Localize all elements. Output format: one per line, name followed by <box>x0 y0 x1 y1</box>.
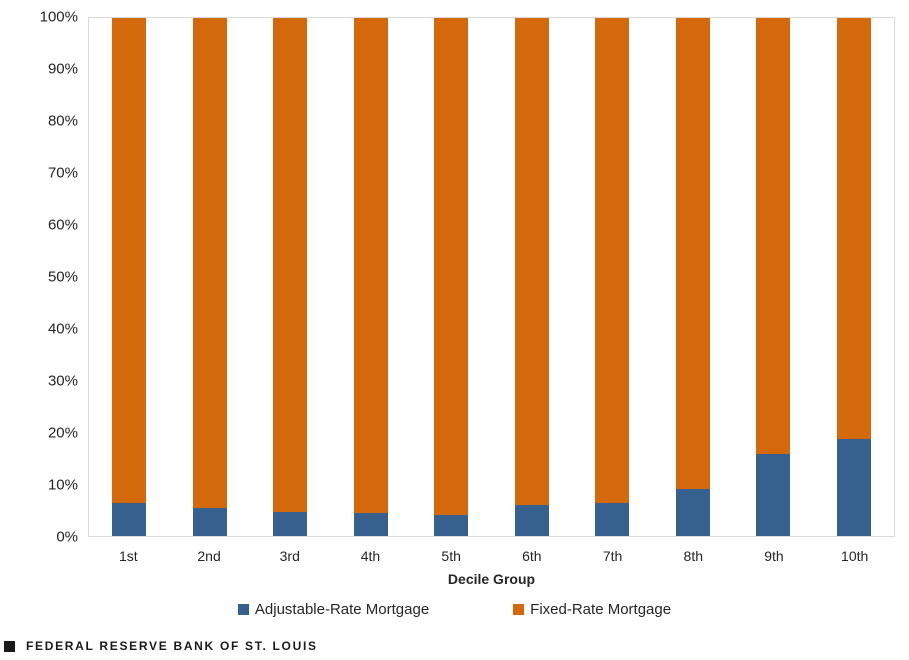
bar-slot-10th <box>814 18 895 536</box>
x-axis-title: Decile Group <box>447 571 536 587</box>
bar-slot-8th <box>653 18 734 536</box>
bar-slot-7th <box>572 18 653 536</box>
x-tick-label-3rd: 3rd <box>279 548 300 564</box>
legend-swatch-icon <box>237 604 249 615</box>
bar-slot-2nd <box>170 18 251 536</box>
y-tick-label: 10% <box>47 476 78 494</box>
bar-segment-fixed-7th <box>595 18 630 504</box>
x-tick-label-10th: 10th <box>841 548 869 564</box>
bar-segment-fixed-8th <box>675 18 710 490</box>
x-tick-label-7th: 7th <box>602 548 623 564</box>
bar-segment-fixed-6th <box>514 18 549 505</box>
bar-segment-adjustable-3rd <box>273 512 308 536</box>
bar-segment-fixed-9th <box>756 18 791 455</box>
bar-segment-fixed-10th <box>836 18 871 439</box>
x-tick-label-2nd: 2nd <box>197 548 221 564</box>
x-tick-label-1st: 1st <box>119 548 138 564</box>
y-tick-label: 70% <box>47 164 78 182</box>
bar-segment-adjustable-4th <box>353 513 388 536</box>
x-tick-label-4th: 4th <box>360 548 381 564</box>
x-tick-label-9th: 9th <box>764 548 784 564</box>
bar-segment-fixed-1st <box>112 18 147 503</box>
x-tick-label-8th: 8th <box>683 548 703 564</box>
bar-segment-adjustable-6th <box>514 504 549 536</box>
bar-segment-adjustable-1st <box>112 502 147 536</box>
legend: Adjustable-Rate Mortgage Fixed-Rate Mortg… <box>0 602 909 617</box>
bar-segment-adjustable-5th <box>434 515 469 536</box>
x-tick-label-5th: 5th <box>441 548 461 564</box>
y-tick-label: 0% <box>56 528 78 546</box>
legend-label: Adjustable-Rate Mortgage <box>254 601 430 618</box>
bar-segment-fixed-3rd <box>273 18 308 513</box>
stlouisfed-logo-icon <box>4 640 15 652</box>
legend-label: Fixed-Rate Mortgage <box>530 601 672 618</box>
legend-item: Adjustable-Rate Mortgage <box>237 601 430 618</box>
bar-segment-adjustable-2nd <box>192 507 227 536</box>
bar-segment-adjustable-9th <box>756 454 791 536</box>
footer: FEDERAL RESERVE BANK OF ST. LOUIS <box>4 640 318 652</box>
bar-segment-fixed-5th <box>434 18 469 516</box>
y-tick-label: 60% <box>47 216 78 234</box>
bar-slot-5th <box>411 18 492 536</box>
y-tick-label: 100% <box>39 8 78 26</box>
bar-slot-3rd <box>250 18 331 536</box>
bar-segment-adjustable-8th <box>675 489 710 536</box>
y-tick-label: 90% <box>47 60 78 78</box>
footer-source-label: FEDERAL RESERVE BANK OF ST. LOUIS <box>26 639 318 653</box>
bar-slot-4th <box>331 18 412 536</box>
bar-slot-6th <box>492 18 573 536</box>
legend-item: Fixed-Rate Mortgage <box>513 602 671 617</box>
bar-slot-1st <box>89 18 170 536</box>
y-tick-label: 50% <box>47 268 78 286</box>
y-tick-label: 40% <box>47 320 78 338</box>
plot-area <box>88 17 895 537</box>
y-tick-label: 30% <box>47 372 78 390</box>
bar-segment-adjustable-7th <box>595 503 630 536</box>
bar-slot-9th <box>733 18 814 536</box>
y-tick-label: 20% <box>47 424 78 442</box>
bar-segment-fixed-2nd <box>192 18 227 508</box>
legend-swatch-icon <box>513 604 525 615</box>
y-tick-label: 80% <box>47 112 78 130</box>
x-tick-label-6th: 6th <box>522 548 542 564</box>
bar-segment-adjustable-10th <box>836 438 871 536</box>
x-axis-labels: 1st 2nd 3rd 4th 5th 6th 7th 8th 9th 10th <box>88 549 895 563</box>
bar-segment-fixed-4th <box>353 18 388 514</box>
bars-container <box>89 18 894 536</box>
